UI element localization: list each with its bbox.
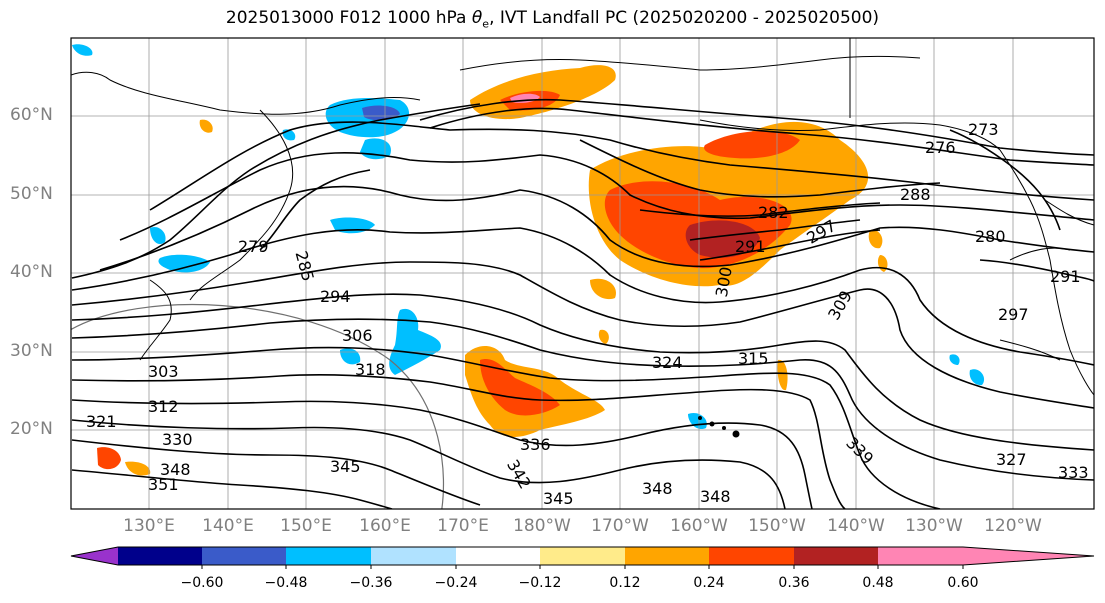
colorbar-bin <box>625 547 709 565</box>
map-title: 2025013000 F012 1000 hPa θe, IVT Landfal… <box>225 8 880 31</box>
colorbar-tick-label: 0.60 <box>947 575 979 591</box>
lon-label: 150°W <box>748 516 806 536</box>
colorbar-bin <box>794 547 878 565</box>
lon-label: 150°E <box>280 516 332 536</box>
lat-label: 20°N <box>10 419 53 439</box>
colorbar-bin <box>540 547 625 565</box>
lon-label: 120°W <box>984 516 1042 536</box>
contour-label: 303 <box>148 362 179 381</box>
lat-label: 30°N <box>10 341 53 361</box>
colorbar-tick-label: 0.12 <box>609 575 641 591</box>
contour-label: 333 <box>1058 463 1089 482</box>
colorbar-extend-low <box>71 547 118 565</box>
colorbar-tick-label: 0.48 <box>862 575 894 591</box>
colorbar-tick-label: −0.60 <box>180 575 224 591</box>
map-frame <box>70 37 1095 510</box>
lon-label: 170°W <box>591 516 649 536</box>
contour-label: 345 <box>330 457 361 476</box>
lon-label: 180°W <box>513 516 571 536</box>
colorbar-tick-label: 0.36 <box>778 575 810 591</box>
contour-label: 345 <box>543 489 574 508</box>
colorbar-tick-label: 0.24 <box>693 575 725 591</box>
colorbar-tick-label: −0.24 <box>434 575 478 591</box>
contour-label: 318 <box>355 360 386 379</box>
contour-label: 336 <box>520 435 551 454</box>
negative-anomaly-shading <box>72 44 985 430</box>
contour-label: 327 <box>996 450 1027 469</box>
contour-label: 280 <box>975 227 1006 246</box>
lon-label: 130°E <box>123 516 175 536</box>
coastlines <box>71 55 1094 396</box>
colorbar-bin <box>118 547 202 565</box>
contour-label: 321 <box>86 412 117 431</box>
lon-label: 160°E <box>359 516 411 536</box>
contour-label: 291 <box>735 237 766 256</box>
contour-label: 312 <box>148 397 179 416</box>
hawaii-islands <box>698 416 740 438</box>
contour-label: 288 <box>900 185 931 204</box>
colorbar <box>70 546 1095 569</box>
colorbar-bin <box>456 547 540 565</box>
contour-label: 297 <box>998 305 1029 324</box>
contour-label: 276 <box>925 138 956 157</box>
colorbar-bin <box>709 547 794 565</box>
lat-label: 60°N <box>10 105 53 125</box>
lat-label: 50°N <box>10 184 53 204</box>
colorbar-tick-label: −0.12 <box>518 575 562 591</box>
theta-e-contours <box>71 98 1094 509</box>
contour-label: 282 <box>758 203 789 222</box>
contour-label: 348 <box>642 479 673 498</box>
contour-label: 279 <box>238 237 269 256</box>
contour-label: 294 <box>320 287 351 306</box>
colorbar-bin <box>286 547 371 565</box>
lon-label: 130°W <box>905 516 963 536</box>
contour-label: 348 <box>700 487 731 506</box>
contour-label: 324 <box>652 353 683 372</box>
lon-label: 140°W <box>827 516 885 536</box>
lon-label: 140°E <box>202 516 254 536</box>
colorbar-extend-high <box>963 547 1094 565</box>
contour-label: 348 <box>160 460 191 479</box>
colorbar-tick-label: −0.36 <box>349 575 393 591</box>
positive-anomaly-shading <box>97 65 888 476</box>
contour-label: 291 <box>1050 267 1081 286</box>
map-background <box>71 38 1094 509</box>
contour-label: 315 <box>738 349 769 368</box>
contour-label: 306 <box>342 326 373 345</box>
contour-labels: 279 285 294 306 318 303 312 321 330 348 … <box>86 120 1089 508</box>
contour-label: 330 <box>162 430 193 449</box>
lat-label: 40°N <box>10 262 53 282</box>
colorbar-bin <box>371 547 456 565</box>
colorbar-bin <box>202 547 286 565</box>
lon-label: 160°W <box>670 516 728 536</box>
lon-label: 170°E <box>437 516 489 536</box>
colorbar-tick-label: −0.48 <box>264 575 308 591</box>
colorbar-bin <box>878 547 963 565</box>
region-arc <box>71 303 445 509</box>
colorbar-outline <box>70 546 1095 566</box>
contour-label: 273 <box>968 120 999 139</box>
contour-label: 351 <box>148 475 179 494</box>
